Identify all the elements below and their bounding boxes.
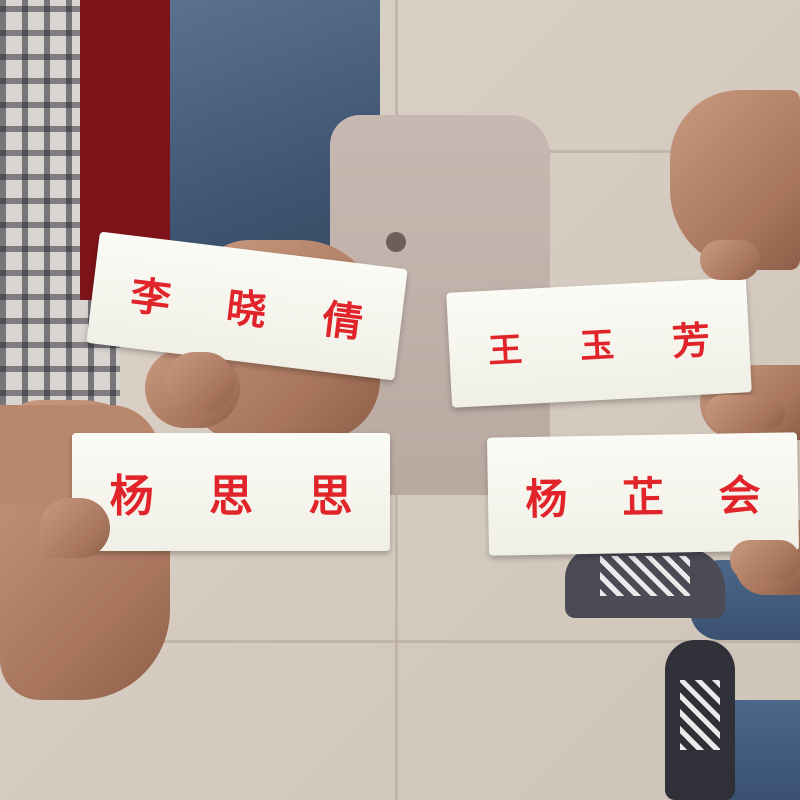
- finger: [730, 540, 800, 580]
- thumb: [40, 498, 110, 558]
- name-card: 杨 芷 会: [486, 432, 800, 556]
- finger: [700, 240, 760, 280]
- card-character: 杨: [109, 471, 154, 522]
- finger: [705, 395, 785, 430]
- name-card: 王 玉 芳: [446, 277, 752, 408]
- name-card: 杨 思 思: [72, 433, 390, 551]
- card-character: 思: [308, 471, 353, 522]
- card-character: 晓: [223, 283, 270, 336]
- card-character: 王: [487, 330, 524, 372]
- card-character: 李: [127, 271, 174, 324]
- thumb: [165, 352, 235, 412]
- card-character: 思: [208, 471, 253, 522]
- sneaker-laces: [680, 680, 720, 750]
- stool-hole: [386, 232, 406, 252]
- floor-grout-line: [470, 150, 800, 153]
- card-character: 芷: [621, 472, 665, 522]
- card-character: 玉: [579, 325, 616, 367]
- card-character: 倩: [319, 295, 366, 348]
- card-character: 杨: [524, 473, 568, 524]
- card-character: 芳: [670, 317, 712, 365]
- sneaker-laces: [600, 556, 690, 596]
- floor-grout-line: [0, 640, 800, 643]
- card-character: 会: [718, 470, 762, 521]
